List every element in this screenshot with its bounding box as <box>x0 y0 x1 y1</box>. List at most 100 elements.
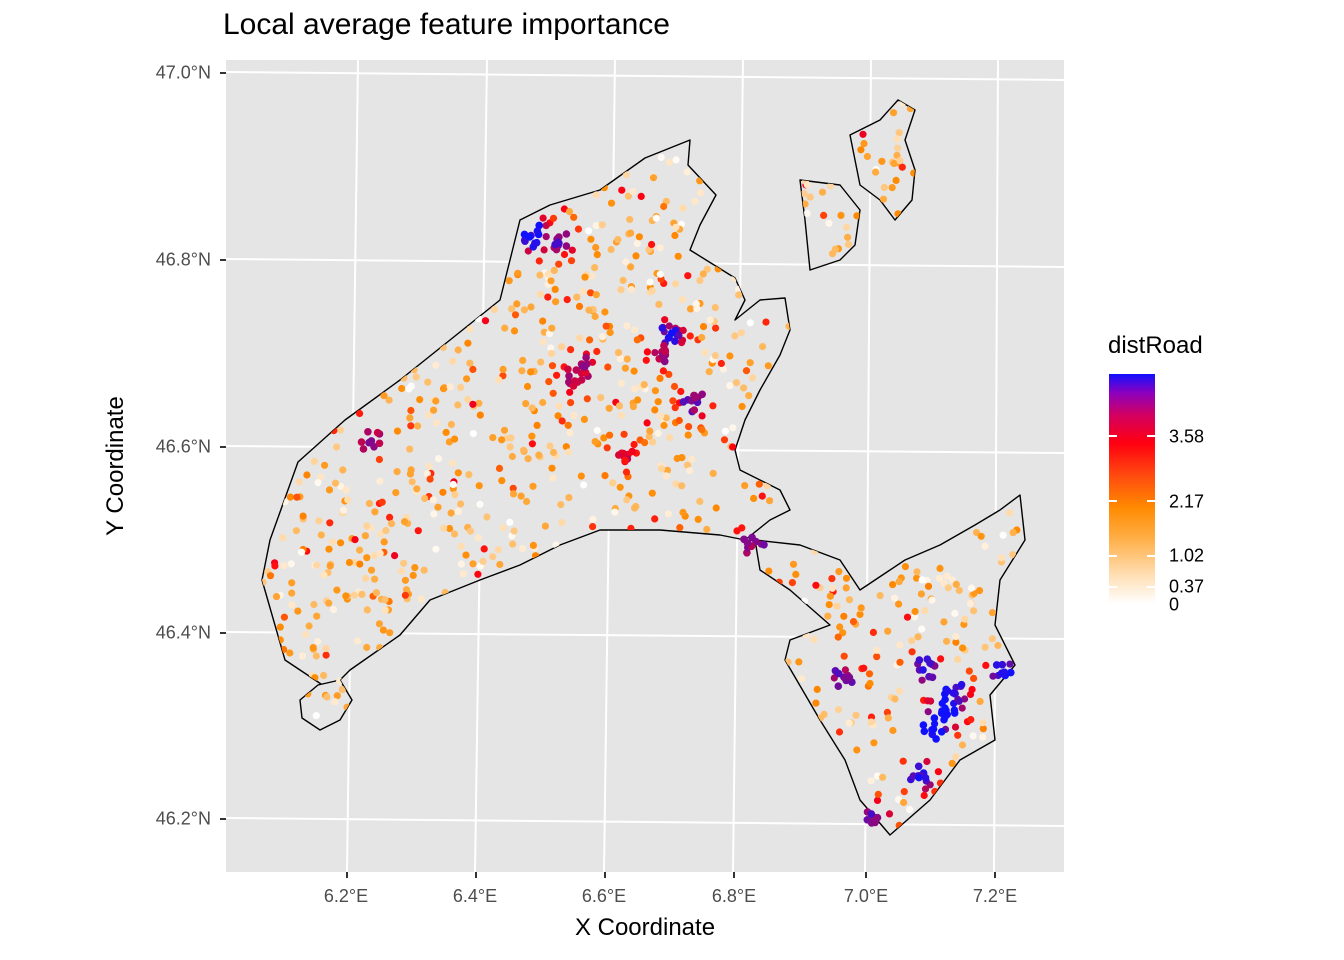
map-point <box>655 300 663 308</box>
map-point <box>337 539 345 547</box>
map-point <box>988 609 997 617</box>
map-point <box>658 465 666 473</box>
map-point <box>918 676 926 684</box>
map-point <box>350 591 358 599</box>
map-point <box>826 592 835 600</box>
map-point <box>602 322 610 330</box>
map-point <box>999 531 1007 539</box>
map-point <box>416 396 424 404</box>
map-point <box>466 527 475 535</box>
map-point <box>552 298 560 306</box>
map-point <box>317 531 325 539</box>
map-point <box>440 524 448 532</box>
map-point <box>679 296 687 304</box>
map-point <box>646 278 654 286</box>
map-point <box>677 387 685 396</box>
map-point <box>898 163 906 171</box>
map-point <box>513 300 521 308</box>
map-point <box>961 695 969 703</box>
xtick-mark <box>346 872 348 878</box>
map-point <box>570 213 578 221</box>
map-point <box>554 412 562 420</box>
map-point <box>866 679 874 688</box>
map-point <box>609 479 617 487</box>
map-point <box>580 415 589 423</box>
map-point <box>573 293 581 301</box>
map-point <box>600 434 608 442</box>
hotspot-point <box>529 243 538 251</box>
map-point <box>643 348 652 356</box>
map-point <box>545 378 553 386</box>
map-point <box>676 524 684 532</box>
map-point <box>685 467 694 475</box>
map-point <box>454 469 462 477</box>
map-point <box>420 566 428 574</box>
map-point <box>506 518 514 526</box>
map-point <box>566 429 574 437</box>
map-point <box>918 625 926 633</box>
map-point <box>454 346 462 354</box>
map-point <box>331 698 339 706</box>
map-point <box>375 455 383 464</box>
map-point <box>293 493 301 501</box>
map-point <box>651 387 660 395</box>
map-point <box>321 461 329 469</box>
map-point <box>400 559 408 567</box>
map-point <box>870 739 878 747</box>
map-point <box>642 356 650 364</box>
hotspot-point <box>921 774 930 782</box>
map-point <box>880 183 889 191</box>
map-point <box>517 492 525 500</box>
hotspot-point <box>565 372 573 380</box>
map-point <box>675 416 683 425</box>
map-point <box>657 412 665 420</box>
map-point <box>654 398 662 406</box>
map-point <box>748 374 757 382</box>
map-point <box>630 385 638 393</box>
map-point <box>607 199 616 207</box>
map-point <box>684 431 692 439</box>
map-point <box>548 464 556 472</box>
hotspot-point <box>834 682 843 690</box>
map-point <box>629 403 638 411</box>
map-point <box>943 637 951 645</box>
map-point <box>892 176 900 184</box>
map-point <box>637 192 645 200</box>
map-point <box>547 349 556 358</box>
map-point <box>558 417 566 425</box>
legend-colorbar <box>1109 374 1155 604</box>
map-point <box>785 322 793 330</box>
map-point <box>835 728 844 736</box>
map-point <box>623 496 631 504</box>
map-point <box>451 530 459 538</box>
map-point <box>310 457 318 466</box>
map-point <box>292 527 300 535</box>
hotspot-point <box>834 669 843 678</box>
map-point <box>579 288 588 296</box>
map-point <box>662 414 670 422</box>
map-point <box>679 508 687 516</box>
map-point <box>528 440 537 448</box>
map-point <box>943 572 951 580</box>
map-point <box>896 157 904 165</box>
map-point <box>363 643 371 652</box>
map-point <box>913 574 921 582</box>
map-point <box>632 252 640 260</box>
map-point <box>509 484 517 492</box>
map-point <box>549 448 558 456</box>
map-point <box>952 580 960 589</box>
map-point <box>591 438 599 446</box>
legend-label: 3.58 <box>1169 426 1205 447</box>
map-point <box>380 392 388 400</box>
map-point <box>651 406 659 414</box>
map-point <box>683 168 691 176</box>
map-point <box>842 574 851 582</box>
map-point <box>597 394 605 402</box>
map-point <box>558 343 566 351</box>
map-point <box>523 382 532 391</box>
map-point <box>952 753 960 761</box>
hotspot-point <box>564 365 572 374</box>
xtick-label: 6.2°E <box>323 886 369 906</box>
map-point <box>965 667 973 675</box>
map-point <box>896 658 904 666</box>
